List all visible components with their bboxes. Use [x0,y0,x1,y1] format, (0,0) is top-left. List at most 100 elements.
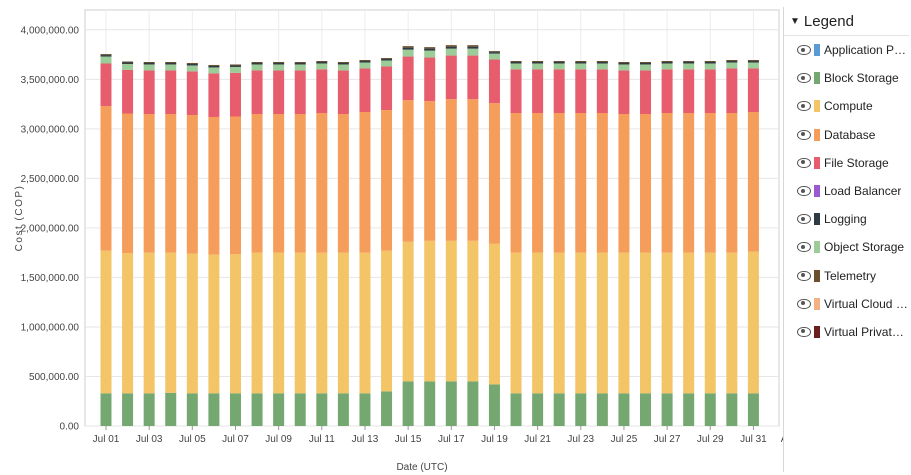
bar-segment [381,66,393,111]
bar-segment [704,63,716,70]
eye-icon[interactable] [797,326,811,337]
x-tick-label: Jul 11 [309,434,335,445]
bar-segment [467,55,479,100]
bar-segment [661,252,673,394]
bar-segment [445,46,457,49]
bar-segment [165,62,177,65]
legend-label: Compute [824,99,873,114]
eye-icon[interactable] [797,129,811,140]
legend-item[interactable]: Logging [784,205,909,233]
bar-segment [122,69,134,114]
bar-segment [726,68,738,114]
bar-segment [165,252,177,393]
bar-segment [618,62,630,63]
bar-segment [661,69,673,114]
bar-segment [359,68,371,113]
bar-segment [165,64,177,71]
bar-segment [726,62,738,69]
legend-item[interactable]: Compute [784,92,909,120]
x-tick-label: Jul 31 [740,434,767,445]
bar-segment [424,47,436,49]
legend-label: Block Storage [824,71,899,86]
legend-item[interactable]: Database [784,121,909,149]
bar-segment [704,252,716,394]
bar-segment [553,62,565,64]
bar-segment [445,99,457,241]
legend-item[interactable]: Block Storage [784,64,909,92]
y-tick-label: 4,000,000.00 [21,25,80,36]
bar-segment [532,113,544,253]
bar-segment [488,52,500,54]
bar-segment [100,106,112,251]
bar-segment [445,48,457,56]
bar-segment [640,70,652,114]
bar-segment [186,393,198,426]
bar-segment [424,57,436,102]
eye-icon[interactable] [797,214,811,225]
bar-segment [553,61,565,62]
bar-segment [640,393,652,426]
bar-segment [294,393,306,426]
bar-segment [467,45,479,47]
caret-down-icon[interactable]: ▼ [790,15,800,27]
bar-segment [316,69,328,114]
bar-segment [402,47,414,50]
x-axis-title: Date (UTC) [396,462,447,473]
bar-segment [575,69,587,114]
bar-segment [488,53,500,60]
bar-segment [381,110,393,251]
bar-segment [661,63,673,70]
bar-segment [445,240,457,382]
eye-icon[interactable] [797,73,811,84]
y-axis-title: Cost (COP) [14,185,25,252]
bar-segment [359,60,371,62]
legend-item[interactable]: Virtual Private N... [784,318,909,346]
legend-item[interactable]: File Storage [784,149,909,177]
bar-segment [553,252,565,394]
bar-segment [553,63,565,70]
bar-segment [273,62,285,63]
bar-segment [575,61,587,62]
bar-segment [251,393,263,426]
bar-segment [273,62,285,65]
bar-segment [402,49,414,57]
eye-icon[interactable] [797,186,811,197]
legend-item[interactable]: Application Perf... [784,36,909,64]
bar-segment [251,62,263,65]
bar-segment [122,62,134,64]
bar-segment [596,113,608,253]
bar-segment [640,62,652,63]
bar-segment [143,252,155,394]
legend-item[interactable]: Object Storage [784,233,909,261]
legend-label: Object Storage [824,240,905,255]
bar-segment [208,64,220,66]
bar-segment [467,46,479,49]
eye-icon[interactable] [797,101,811,112]
bar-segment [316,252,328,394]
bar-segment [208,254,220,394]
bar-segment [402,381,414,426]
x-tick-label: Jul 09 [265,434,292,445]
x-tick-label: Jul 07 [222,434,249,445]
bar-segment [596,69,608,114]
legend-panel: ▼ Legend Application Perf... Block Storag… [783,7,909,472]
y-tick-label: 500,000.00 [29,372,79,383]
bar-segment [229,393,241,426]
bar-segment [532,393,544,426]
bar-segment [747,251,759,394]
legend-item[interactable]: Load Balancer [784,177,909,205]
bar-segment [381,60,393,67]
bar-segment [122,61,134,63]
bar-segment [726,252,738,394]
eye-icon[interactable] [797,157,811,168]
legend-item[interactable]: Telemetry [784,262,909,290]
eye-icon[interactable] [797,298,811,309]
bar-segment [337,70,349,114]
bar-segment [100,55,112,57]
bar-segment [618,70,630,114]
eye-icon[interactable] [797,270,811,281]
eye-icon[interactable] [797,45,811,56]
legend-header[interactable]: ▼ Legend [784,7,909,36]
eye-icon[interactable] [797,242,811,253]
legend-item[interactable]: Virtual Cloud Ne... [784,290,909,318]
